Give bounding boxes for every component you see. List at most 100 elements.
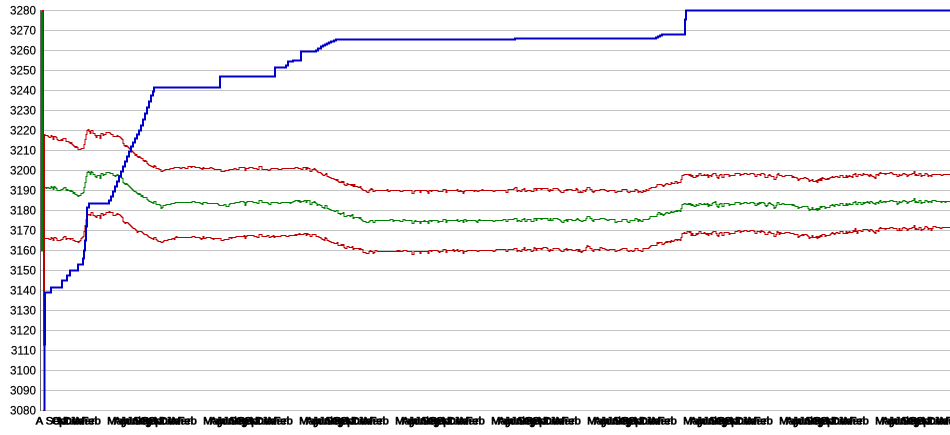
svg-text:Oct: Oct	[236, 416, 253, 428]
svg-text:Mar: Mar	[556, 416, 575, 428]
svg-text:Mar: Mar	[172, 416, 191, 428]
svg-text:Sep: Sep	[622, 416, 642, 428]
svg-text:Jan: Jan	[550, 416, 568, 428]
svg-text:Nov: Nov	[154, 416, 174, 428]
svg-text:Feb: Feb	[82, 416, 101, 428]
svg-text:Sep: Sep	[517, 416, 537, 428]
svg-text:3120: 3120	[10, 325, 37, 338]
svg-text:May: May	[491, 416, 512, 428]
svg-text:3170: 3170	[10, 225, 37, 238]
svg-text:Dec: Dec	[640, 416, 660, 428]
svg-text:Dec: Dec	[736, 416, 756, 428]
svg-text:Jul: Jul	[415, 416, 429, 428]
svg-text:Sep: Sep	[805, 416, 825, 428]
svg-text:Oct: Oct	[244, 416, 261, 428]
svg-text:Aug: Aug	[132, 416, 152, 428]
svg-text:Feb: Feb	[754, 416, 773, 428]
svg-text:Sep: Sep	[709, 416, 729, 428]
svg-text:3140: 3140	[10, 285, 37, 298]
svg-text:3150: 3150	[10, 265, 37, 278]
svg-text:Oct: Oct	[332, 416, 349, 428]
svg-text:Jan: Jan	[70, 416, 88, 428]
svg-text:Nov: Nov	[346, 416, 366, 428]
svg-text:Aug: Aug	[900, 416, 920, 428]
svg-text:Mar: Mar	[652, 416, 671, 428]
svg-text:Dec: Dec	[928, 416, 948, 428]
svg-text:Jun: Jun	[312, 416, 330, 428]
svg-text:Feb: Feb	[562, 416, 581, 428]
svg-text:May: May	[875, 416, 896, 428]
svg-text:Feb: Feb	[850, 416, 869, 428]
svg-text:Nov: Nov	[922, 416, 942, 428]
svg-text:3180: 3180	[10, 205, 37, 218]
svg-text:Apr: Apr	[690, 416, 707, 428]
svg-text:Oct: Oct	[724, 416, 741, 428]
svg-text:May: May	[107, 416, 128, 428]
svg-text:Jan: Jan	[358, 416, 376, 428]
svg-text:Jun: Jun	[696, 416, 714, 428]
svg-text:Jul: Jul	[223, 416, 237, 428]
svg-text:Sep: Sep	[229, 416, 249, 428]
svg-text:Feb: Feb	[178, 416, 197, 428]
svg-text:Oct: Oct	[52, 416, 69, 428]
svg-text:Oct: Oct	[916, 416, 933, 428]
svg-text:Sep: Sep	[526, 416, 546, 428]
svg-text:Oct: Oct	[148, 416, 165, 428]
svg-text:Dec: Dec	[544, 416, 564, 428]
svg-text:A: A	[36, 416, 44, 428]
svg-text:Oct: Oct	[628, 416, 645, 428]
svg-text:Jun: Jun	[216, 416, 234, 428]
svg-text:Nov: Nov	[826, 416, 846, 428]
svg-text:Jul: Jul	[127, 416, 141, 428]
svg-text:Jun: Jun	[408, 416, 426, 428]
svg-text:Feb: Feb	[658, 416, 677, 428]
svg-text:Apr: Apr	[882, 416, 899, 428]
svg-text:3100: 3100	[10, 365, 37, 378]
svg-text:3110: 3110	[11, 345, 37, 358]
svg-text:Dec: Dec	[64, 416, 84, 428]
svg-text:Sep: Sep	[133, 416, 153, 428]
svg-text:Mar: Mar	[268, 416, 287, 428]
svg-text:Aug: Aug	[516, 416, 536, 428]
svg-text:Sep: Sep	[718, 416, 738, 428]
svg-text:3160: 3160	[10, 245, 37, 258]
svg-text:Jun: Jun	[504, 416, 522, 428]
svg-text:Dec: Dec	[256, 416, 276, 428]
svg-text:Jun: Jun	[120, 416, 138, 428]
svg-text:Nov: Nov	[442, 416, 462, 428]
svg-text:Jun: Jun	[600, 416, 618, 428]
svg-text:Jan: Jan	[262, 416, 280, 428]
svg-text:Sep: Sep	[910, 416, 930, 428]
svg-text:Jun: Jun	[888, 416, 906, 428]
svg-text:Dec: Dec	[448, 416, 468, 428]
svg-text:3130: 3130	[10, 305, 37, 318]
svg-text:Aug: Aug	[420, 416, 440, 428]
svg-text:Aug: Aug	[804, 416, 824, 428]
svg-text:Aug: Aug	[228, 416, 248, 428]
svg-text:Dec: Dec	[352, 416, 372, 428]
svg-text:Apr: Apr	[306, 416, 323, 428]
svg-text:Jan: Jan	[838, 416, 856, 428]
svg-text:Apr: Apr	[114, 416, 131, 428]
svg-text:Feb: Feb	[370, 416, 389, 428]
svg-text:Sep: Sep	[46, 416, 66, 428]
svg-text:Oct: Oct	[820, 416, 837, 428]
svg-text:Aug: Aug	[612, 416, 632, 428]
svg-text:Jan: Jan	[454, 416, 472, 428]
svg-text:May: May	[779, 416, 800, 428]
svg-text:May: May	[299, 416, 320, 428]
svg-text:Mar: Mar	[460, 416, 479, 428]
svg-text:3090: 3090	[10, 385, 37, 398]
svg-text:Sep: Sep	[613, 416, 633, 428]
svg-text:Mar: Mar	[76, 416, 95, 428]
svg-text:Sep: Sep	[814, 416, 834, 428]
svg-text:Apr: Apr	[786, 416, 803, 428]
svg-text:Dec: Dec	[160, 416, 180, 428]
svg-text:Jul: Jul	[895, 416, 909, 428]
svg-text:Sep: Sep	[142, 416, 162, 428]
svg-text:Feb: Feb	[274, 416, 293, 428]
svg-text:Apr: Apr	[594, 416, 611, 428]
svg-text:3200: 3200	[10, 165, 37, 178]
svg-text:Aug: Aug	[324, 416, 344, 428]
svg-text:Jun: Jun	[792, 416, 810, 428]
